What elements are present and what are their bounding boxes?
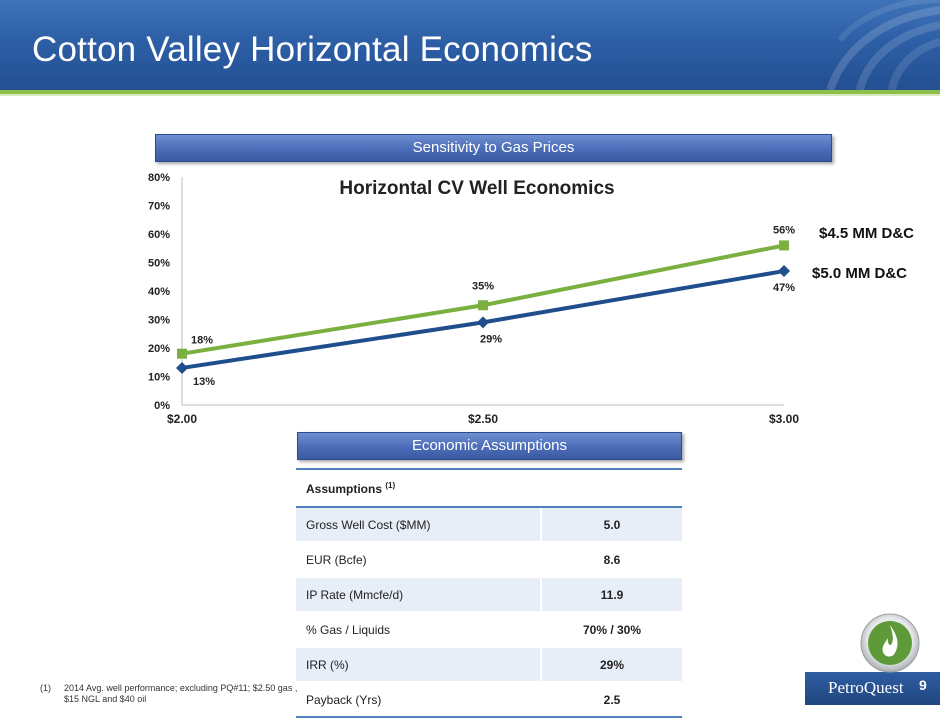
footnote-number: (1) [40,683,51,693]
y-tick-label: 50% [148,258,170,270]
assumptions-banner: Economic Assumptions [297,432,682,460]
series-point-diamond [477,316,489,329]
page-title: Cotton Valley Horizontal Economics [32,30,593,69]
row-value: 5.0 [540,507,682,543]
y-tick-label: 10% [148,372,170,384]
data-label: 56% [773,224,795,236]
assumptions-header-footnote-ref: (1) [385,480,396,490]
table-row: Gross Well Cost ($MM) 5.0 [296,507,682,543]
y-tick-label: 70% [148,201,170,213]
chart-title: Horizontal CV Well Economics [339,178,614,199]
row-value: 2.5 [540,682,682,718]
header-accent-line [0,90,940,94]
table-header-cell: Assumptions (1) [296,468,682,508]
x-tick-label: $2.50 [468,412,498,426]
y-tick-label: 60% [148,229,170,241]
row-label: Gross Well Cost ($MM) [296,507,541,543]
series-point-square [478,300,488,311]
series-point-diamond [778,265,790,278]
y-tick-label: 30% [148,315,170,327]
page-number: 9 [919,677,927,693]
legend-label: $5.0 MM D&C [812,265,907,282]
x-tick-label: $3.00 [769,412,799,426]
y-tick-label: 20% [148,343,170,355]
data-label: 18% [191,335,213,347]
flame-logo-icon [860,613,920,673]
assumptions-header-label: Assumptions [306,481,383,496]
row-value: 70% / 30% [540,612,682,648]
row-label: EUR (Bcfe) [296,542,541,578]
y-tick-label: 40% [148,286,170,298]
row-label: IRR (%) [296,647,541,683]
row-label: IP Rate (Mmcfe/d) [296,577,541,613]
row-label: Payback (Yrs) [296,682,541,718]
header-swirl-decoration [826,0,940,90]
header-bar [0,0,940,90]
table-header-row: Assumptions (1) [296,468,682,508]
assumptions-table: Assumptions (1) Gross Well Cost ($MM) 5.… [296,468,682,718]
row-label: % Gas / Liquids [296,612,541,648]
table-row: Payback (Yrs) 2.5 [296,682,682,718]
row-value: 11.9 [540,577,682,613]
y-tick-label: 0% [154,400,170,412]
data-label: 13% [193,376,215,388]
company-logo-text: PetroQuest [828,678,904,697]
series-point-square [779,240,789,251]
header-accent-line-light [0,94,940,96]
footer-bar [805,672,940,705]
y-tick-label: 80% [148,172,170,184]
legend-label: $4.5 MM D&C [819,225,914,242]
table-row: IP Rate (Mmcfe/d) 11.9 [296,577,682,613]
row-value: 8.6 [540,542,682,578]
row-value: 29% [540,647,682,683]
table-row: % Gas / Liquids 70% / 30% [296,612,682,648]
sensitivity-banner: Sensitivity to Gas Prices [155,134,832,162]
x-tick-label: $2.00 [167,412,197,426]
data-label: 29% [480,333,502,345]
series-point-square [177,348,187,359]
data-label: 47% [773,282,795,294]
series-point-diamond [176,361,188,374]
data-label: 35% [472,280,494,292]
footnote-text: 2014 Avg. well performance; excluding PQ… [64,683,298,704]
table-row: EUR (Bcfe) 8.6 [296,542,682,578]
irr-sensitivity-chart: Horizontal CV Well Economics 0% 10% 20% 30%… [148,172,914,426]
table-row: IRR (%) 29% [296,647,682,683]
